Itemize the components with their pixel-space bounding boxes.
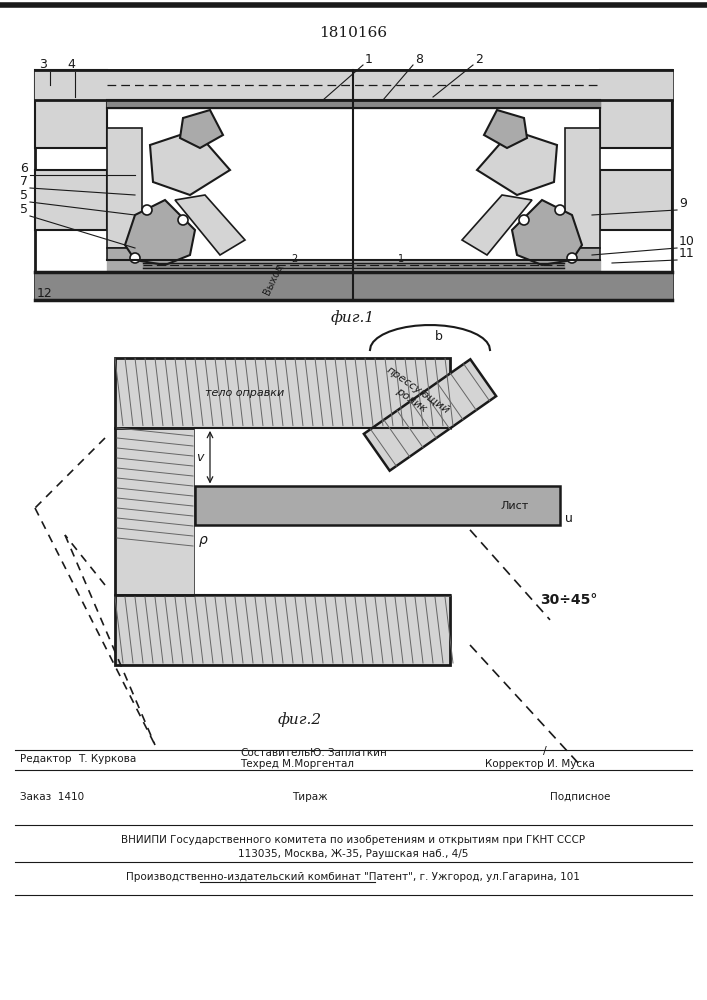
Text: 2: 2 (292, 254, 298, 264)
Text: /: / (543, 746, 547, 756)
Text: тело оправки: тело оправки (205, 388, 284, 398)
Text: ρ: ρ (199, 533, 207, 547)
Text: 3: 3 (39, 58, 47, 71)
Text: Подписное: Подписное (550, 792, 610, 802)
Text: 1: 1 (398, 254, 404, 264)
Bar (107, 248, 177, 260)
Text: ВНИИПИ Государственного комитета по изобретениям и открытиям при ГКНТ СССР: ВНИИПИ Государственного комитета по изоб… (121, 835, 585, 845)
Circle shape (555, 205, 565, 215)
Text: 5: 5 (20, 203, 28, 216)
Text: Составитель: Составитель (240, 748, 310, 758)
Text: Техред М.Моргентал: Техред М.Моргентал (240, 759, 354, 769)
Bar (35, 70, 107, 148)
Text: 113035, Москва, Ж-35, Раушская наб., 4/5: 113035, Москва, Ж-35, Раушская наб., 4/5 (238, 849, 468, 859)
Polygon shape (462, 195, 532, 255)
Polygon shape (125, 200, 195, 265)
Bar (35, 170, 107, 230)
Bar (530, 248, 600, 260)
Text: Производственно-издательский комбинат "Патент", г. Ужгород, ул.Гагарина, 101: Производственно-издательский комбинат "П… (126, 872, 580, 882)
Text: 30÷45°: 30÷45° (540, 593, 597, 607)
Text: 10: 10 (679, 235, 695, 248)
Text: Корректор: Корректор (485, 759, 544, 769)
Polygon shape (150, 130, 230, 195)
Polygon shape (484, 110, 527, 148)
Polygon shape (115, 428, 195, 595)
Text: фиг.1: фиг.1 (331, 311, 375, 325)
Bar (107, 128, 142, 248)
Text: Редактор: Редактор (20, 754, 71, 764)
Polygon shape (175, 195, 245, 255)
Text: Заказ  1410: Заказ 1410 (20, 792, 84, 802)
Text: Тираж: Тираж (292, 792, 328, 802)
Text: И. Муска: И. Муска (547, 759, 595, 769)
Bar (195, 486, 560, 525)
Text: фиг.2: фиг.2 (278, 713, 322, 727)
Text: 6: 6 (20, 162, 28, 175)
Text: 8: 8 (415, 53, 423, 66)
Text: 12: 12 (37, 287, 53, 300)
Text: v: v (196, 451, 203, 464)
Text: Т. Куркова: Т. Куркова (78, 754, 136, 764)
Polygon shape (180, 110, 223, 148)
Text: Выход: Выход (262, 262, 284, 296)
Text: 2: 2 (475, 53, 483, 66)
Bar (565, 128, 600, 248)
Text: 5: 5 (20, 189, 28, 202)
Text: 1810166: 1810166 (319, 26, 387, 40)
Text: 9: 9 (679, 197, 687, 210)
Circle shape (142, 205, 152, 215)
Text: 1: 1 (365, 53, 373, 66)
Polygon shape (115, 358, 450, 428)
Text: 11: 11 (679, 247, 695, 260)
Text: u: u (565, 512, 573, 525)
Bar (600, 70, 672, 148)
Text: 7: 7 (20, 175, 28, 188)
Circle shape (519, 215, 529, 225)
Text: 4: 4 (67, 58, 75, 71)
Text: b: b (435, 330, 443, 343)
Polygon shape (512, 200, 582, 265)
Polygon shape (115, 595, 450, 665)
Circle shape (130, 253, 140, 263)
Circle shape (567, 253, 577, 263)
Text: прессующий
ролик: прессующий ролик (378, 365, 452, 425)
Text: Лист: Лист (500, 501, 528, 511)
Circle shape (178, 215, 188, 225)
Text: Ю. Заплаткин: Ю. Заплаткин (310, 748, 387, 758)
Bar (600, 170, 672, 230)
Polygon shape (477, 130, 557, 195)
Polygon shape (364, 359, 496, 471)
Bar (35, 70, 672, 300)
